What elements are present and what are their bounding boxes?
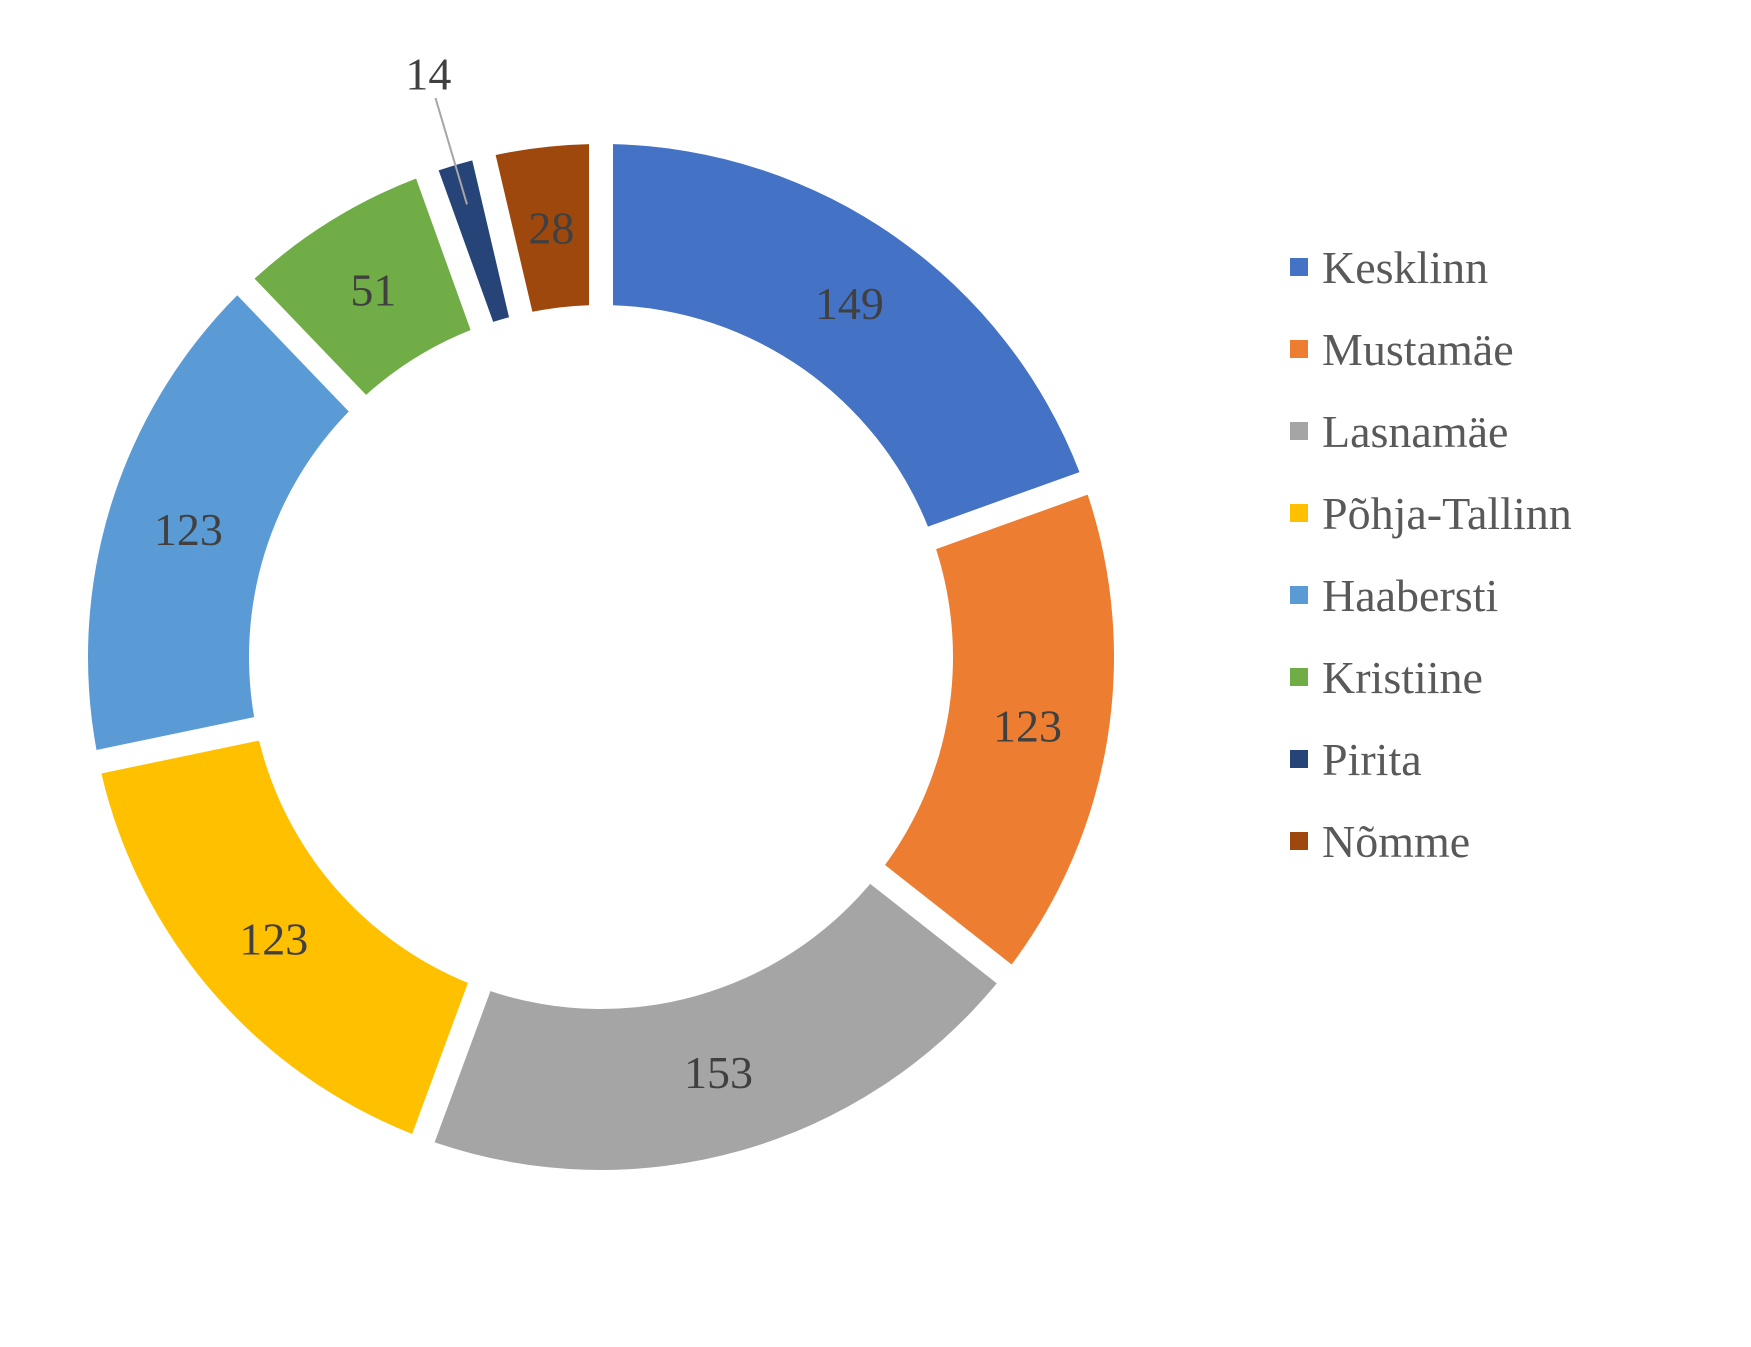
slice-kesklinn <box>612 144 1080 527</box>
legend-label-kristiine: Kristiine <box>1322 651 1483 703</box>
slice-nomme <box>495 144 590 312</box>
legend-swatch-kesklinn <box>1290 258 1308 276</box>
legend-label-kesklinn: Kesklinn <box>1322 241 1489 293</box>
legend-label-lasnamae: Lasnamäe <box>1322 405 1509 457</box>
slice-pohja-tallinn <box>101 740 468 1134</box>
legend-swatch-kristiine <box>1290 668 1308 686</box>
legend-label-mustamae: Mustamäe <box>1322 323 1514 375</box>
data-label-kristiine: 51 <box>350 264 396 315</box>
legend-swatch-lasnamae <box>1290 422 1308 440</box>
legend-swatch-pirita <box>1290 750 1308 768</box>
slice-kristiine <box>254 178 471 395</box>
slice-mustamae <box>884 494 1114 965</box>
data-label-nomme: 28 <box>528 202 574 253</box>
slice-haabersti <box>87 295 349 750</box>
slice-lasnamae <box>434 883 997 1170</box>
legend-label-nomme: Nõmme <box>1322 815 1471 867</box>
data-labels-group: 149 123 153 123 123 51 14 28 <box>154 49 1062 1099</box>
legend-item-kristiine: Kristiine <box>1290 636 1710 718</box>
legend: Kesklinn Mustamäe Lasnamäe Põhja-Tallinn… <box>1290 226 1710 882</box>
data-label-pohja-tallinn: 123 <box>239 914 308 965</box>
data-label-pirita: 14 <box>405 49 451 100</box>
slices-group <box>87 144 1114 1170</box>
leader-line-pirita <box>434 97 468 205</box>
data-label-haabersti: 123 <box>154 504 223 555</box>
data-label-kesklinn: 149 <box>815 278 884 329</box>
legend-item-pirita: Pirita <box>1290 718 1710 800</box>
legend-label-haabersti: Haabersti <box>1322 569 1499 621</box>
legend-item-lasnamae: Lasnamäe <box>1290 390 1710 472</box>
legend-item-nomme: Nõmme <box>1290 800 1710 882</box>
slice-pirita <box>438 160 510 322</box>
legend-swatch-mustamae <box>1290 340 1308 358</box>
legend-item-haabersti: Haabersti <box>1290 554 1710 636</box>
legend-item-mustamae: Mustamäe <box>1290 308 1710 390</box>
legend-label-pohja-tallinn: Põhja-Tallinn <box>1322 487 1572 539</box>
legend-item-kesklinn: Kesklinn <box>1290 226 1710 308</box>
legend-item-pohja-tallinn: Põhja-Tallinn <box>1290 472 1710 554</box>
data-label-mustamae: 123 <box>993 700 1062 751</box>
data-label-lasnamae: 153 <box>684 1047 753 1098</box>
legend-swatch-pohja-tallinn <box>1290 504 1308 522</box>
legend-label-pirita: Pirita <box>1322 733 1422 785</box>
legend-swatch-haabersti <box>1290 586 1308 604</box>
leader-lines-group <box>434 97 468 205</box>
legend-swatch-nomme <box>1290 832 1308 850</box>
